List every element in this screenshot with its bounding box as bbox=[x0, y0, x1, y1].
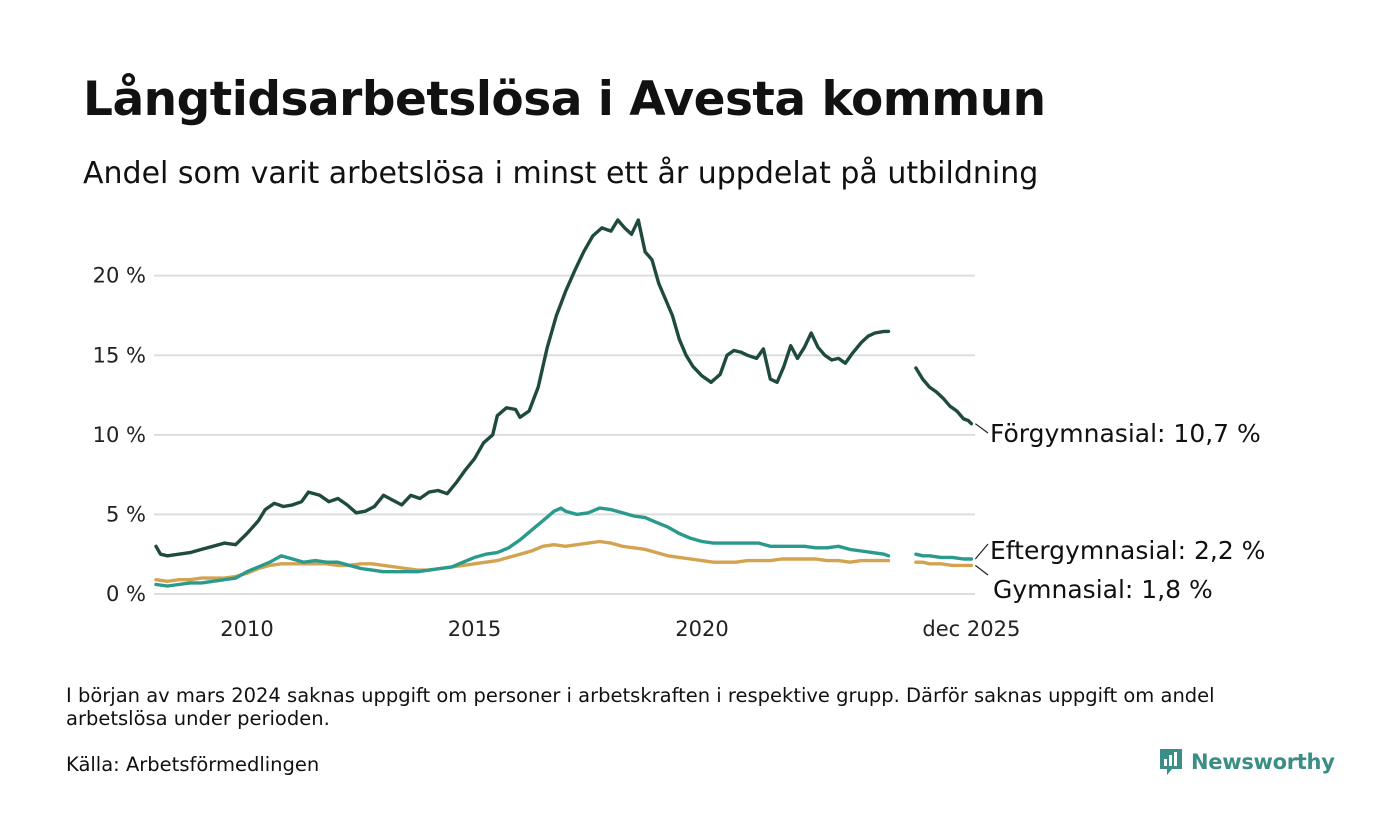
x-axis-ticks: 2010 2015 2020 dec 2025 bbox=[220, 617, 1020, 641]
label-leader bbox=[974, 543, 989, 560]
y-tick-label: 10 % bbox=[93, 423, 146, 447]
y-tick-label: 0 % bbox=[106, 582, 146, 606]
x-tick-label: 2020 bbox=[675, 617, 728, 641]
label-leader bbox=[975, 423, 989, 434]
y-axis-ticks: 0 % 5 % 10 % 15 % 20 % bbox=[93, 264, 146, 606]
series-label-gymnasial: Gymnasial: 1,8 % bbox=[993, 575, 1213, 604]
x-tick-label: dec 2025 bbox=[922, 617, 1020, 641]
chart-title: Långtidsarbetslösa i Avesta kommun bbox=[83, 72, 1046, 127]
series-lines bbox=[154, 218, 974, 588]
series-label-förgymnasial: Förgymnasial: 10,7 % bbox=[990, 419, 1261, 448]
chart-subtitle: Andel som varit arbetslösa i minst ett å… bbox=[83, 156, 1039, 191]
y-tick-label: 20 % bbox=[93, 264, 146, 288]
x-tick-label: 2010 bbox=[220, 617, 273, 641]
series-labels: Förgymnasial: 10,7 % Eftergymnasial: 2,2 … bbox=[974, 419, 1265, 604]
series-line-förgymnasial bbox=[154, 218, 974, 558]
footnote: I början av mars 2024 saknas uppgift om … bbox=[66, 684, 1215, 730]
brand-logo: Newsworthy bbox=[1158, 747, 1335, 777]
y-tick-label: 15 % bbox=[93, 343, 146, 367]
x-tick-label: 2015 bbox=[448, 617, 501, 641]
newsworthy-logo-icon bbox=[1160, 749, 1182, 775]
y-tick-label: 5 % bbox=[106, 502, 146, 526]
series-line-gymnasial bbox=[154, 539, 974, 583]
label-leader bbox=[974, 564, 989, 576]
series-line-eftergymnasial bbox=[154, 506, 974, 588]
brand-name: Newsworthy bbox=[1191, 750, 1335, 774]
source-note: Källa: Arbetsförmedlingen bbox=[66, 753, 320, 776]
line-chart: 0 %5 %10 %15 %20 % 2010 2015 2020 dec 2025 … bbox=[93, 218, 1265, 641]
gridlines bbox=[154, 274, 975, 595]
series-label-eftergymnasial: Eftergymnasial: 2,2 % bbox=[990, 536, 1265, 565]
